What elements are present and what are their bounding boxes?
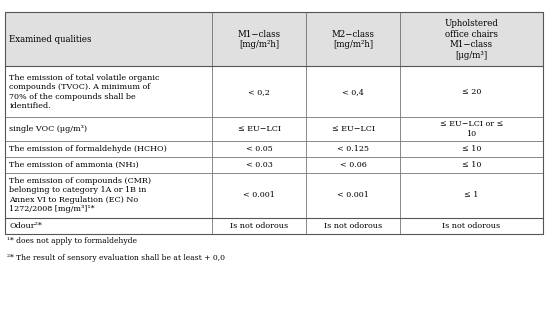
Text: The emission of formaldehyde (HCHO): The emission of formaldehyde (HCHO) — [9, 145, 167, 153]
Bar — [306, 173, 400, 218]
Bar — [212, 157, 306, 173]
Text: Is not odorous: Is not odorous — [230, 222, 288, 230]
Text: < 0.125: < 0.125 — [337, 145, 369, 153]
Bar — [400, 157, 543, 173]
Bar — [5, 141, 212, 157]
Bar — [400, 218, 543, 234]
Bar — [400, 141, 543, 157]
Bar — [306, 66, 400, 117]
Bar — [5, 157, 212, 173]
Text: ≤ 10: ≤ 10 — [461, 161, 481, 169]
Bar — [306, 141, 400, 157]
Text: < 0,2: < 0,2 — [248, 88, 270, 96]
Text: Examined qualities: Examined qualities — [9, 35, 92, 44]
Bar — [306, 117, 400, 141]
Text: < 0.06: < 0.06 — [340, 161, 367, 169]
Text: The emission of ammonia (NH₃): The emission of ammonia (NH₃) — [9, 161, 139, 169]
Text: < 0.05: < 0.05 — [246, 145, 272, 153]
Text: ¹* does not apply to formaldehyde: ¹* does not apply to formaldehyde — [7, 237, 136, 245]
Text: ≤ EU−LCI: ≤ EU−LCI — [238, 125, 281, 133]
Text: single VOC (μg/m³): single VOC (μg/m³) — [9, 125, 88, 133]
Bar — [400, 66, 543, 117]
Text: < 0.03: < 0.03 — [246, 161, 273, 169]
Bar — [306, 218, 400, 234]
Text: Is not odorous: Is not odorous — [324, 222, 383, 230]
Bar — [5, 66, 212, 117]
Text: ²* The result of sensory evaluation shall be at least + 0,0: ²* The result of sensory evaluation shal… — [7, 254, 225, 262]
Text: Upholstered
office chairs
M1−class
[μg/m³]: Upholstered office chairs M1−class [μg/m… — [444, 19, 498, 60]
Bar — [5, 12, 543, 234]
Bar — [212, 218, 306, 234]
Bar — [400, 117, 543, 141]
Text: < 0.001: < 0.001 — [243, 191, 275, 199]
Text: The emission of compounds (CMR)
belonging to category 1A or 1B in
Annex VI to Re: The emission of compounds (CMR) belongin… — [9, 177, 151, 214]
Bar — [212, 141, 306, 157]
Bar — [5, 173, 212, 218]
Bar — [212, 12, 306, 66]
Text: ≤ 1: ≤ 1 — [464, 191, 478, 199]
Text: Odour²*: Odour²* — [9, 222, 42, 230]
Text: ≤ 10: ≤ 10 — [461, 145, 481, 153]
Bar — [5, 12, 212, 66]
Text: Is not odorous: Is not odorous — [442, 222, 500, 230]
Bar — [212, 66, 306, 117]
Bar — [212, 173, 306, 218]
Bar — [400, 12, 543, 66]
Text: ≤ EU−LCI: ≤ EU−LCI — [332, 125, 375, 133]
Text: The emission of total volatile organic
compounds (TVOC). A minimum of
70% of the: The emission of total volatile organic c… — [9, 74, 160, 110]
Bar — [400, 173, 543, 218]
Text: M2−class
[mg/m²h]: M2−class [mg/m²h] — [332, 30, 375, 49]
Bar — [5, 117, 212, 141]
Bar — [5, 218, 212, 234]
Bar — [306, 12, 400, 66]
Text: ≤ 20: ≤ 20 — [461, 88, 481, 96]
Text: < 0.001: < 0.001 — [337, 191, 369, 199]
Bar — [212, 117, 306, 141]
Text: M1−class
[mg/m²h]: M1−class [mg/m²h] — [238, 30, 281, 49]
Text: < 0,4: < 0,4 — [342, 88, 364, 96]
Bar — [306, 157, 400, 173]
Text: ≤ EU−LCI or ≤
10: ≤ EU−LCI or ≤ 10 — [439, 120, 503, 138]
